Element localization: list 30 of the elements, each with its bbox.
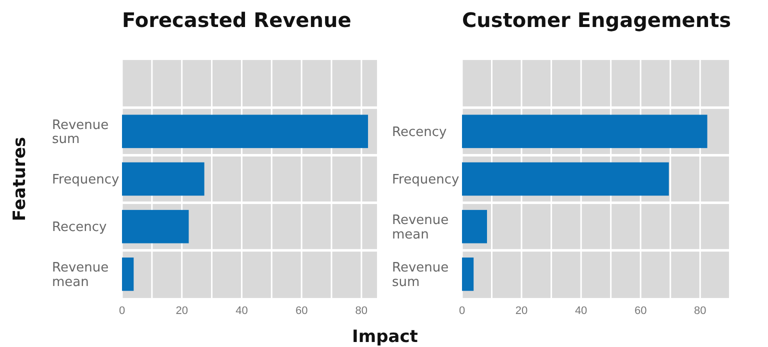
x-tick-label: 20 [176, 304, 188, 317]
y-tick-label: Recency [52, 220, 107, 236]
y-tick-label: Frequency [52, 172, 120, 188]
y-tick-label: Revenue mean [52, 260, 109, 290]
y-tick-label: Frequency [392, 172, 460, 188]
y-tick-label: Recency [392, 124, 447, 140]
chart-title: Customer Engagements [462, 8, 732, 32]
x-tick-label: 80 [355, 304, 368, 317]
x-tick-label: 40 [236, 304, 248, 317]
x-tick-label: 60 [295, 304, 308, 317]
bar [122, 162, 204, 196]
x-tick-label: 20 [515, 304, 528, 317]
bar [122, 114, 368, 148]
bar [122, 210, 189, 244]
bar [122, 258, 134, 291]
x-axis-title: Impact [352, 327, 418, 347]
y-tick-label: Revenue sum [52, 118, 109, 148]
chart-title: Forecasted Revenue [122, 8, 352, 32]
bar [462, 162, 669, 196]
x-tick-label: 0 [118, 304, 126, 317]
bar [462, 114, 708, 148]
y-axis-title: Features [10, 136, 30, 222]
y-tick-label: Revenue mean [392, 213, 449, 242]
y-tick-label: Revenue sum [392, 260, 449, 290]
x-tick-label: 40 [574, 304, 588, 317]
x-tick-label: 60 [634, 304, 647, 317]
x-tick-label: 0 [458, 304, 466, 317]
bar [462, 210, 488, 244]
x-tick-label: 80 [694, 304, 706, 317]
bar [462, 258, 474, 291]
